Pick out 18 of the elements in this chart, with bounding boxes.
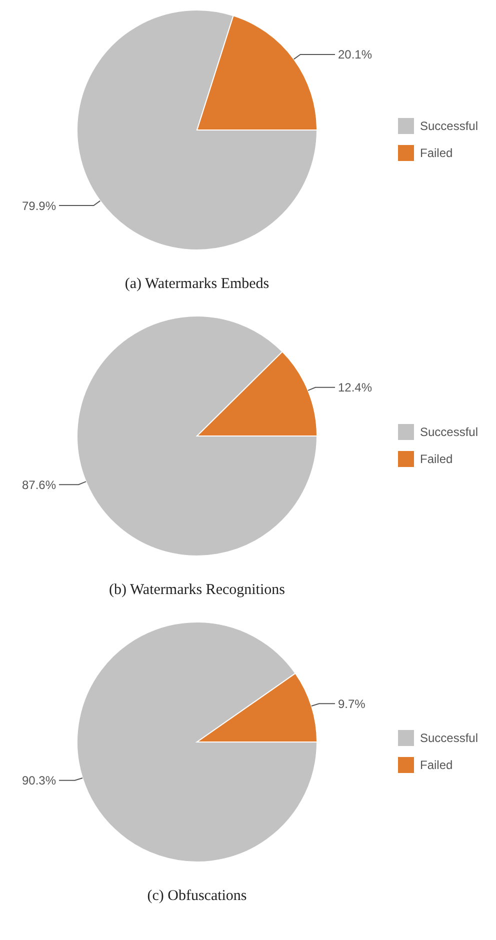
data-label: 12.4%: [338, 380, 372, 395]
data-label: 9.7%: [338, 696, 366, 711]
legend-label: Failed: [420, 146, 453, 160]
data-label: 90.3%: [22, 774, 56, 788]
data-label: 20.1%: [338, 48, 372, 62]
legend-label: Successful: [420, 425, 478, 440]
text: (b) Watermarks Recognitions: [109, 582, 286, 598]
text: (a) Watermarks Embeds: [124, 276, 270, 292]
pie-slice: [76, 10, 318, 250]
legend-label: Failed: [420, 758, 453, 772]
text: (c) Obfuscations: [147, 888, 247, 904]
pie-slice: [76, 622, 318, 862]
legend-label: Successful: [420, 731, 478, 746]
pie-slice: [76, 316, 318, 556]
legend-label: Successful: [420, 119, 478, 134]
legend-label: Failed: [420, 452, 453, 466]
data-label: 87.6%: [22, 478, 56, 492]
data-label: 79.9%: [22, 198, 56, 213]
